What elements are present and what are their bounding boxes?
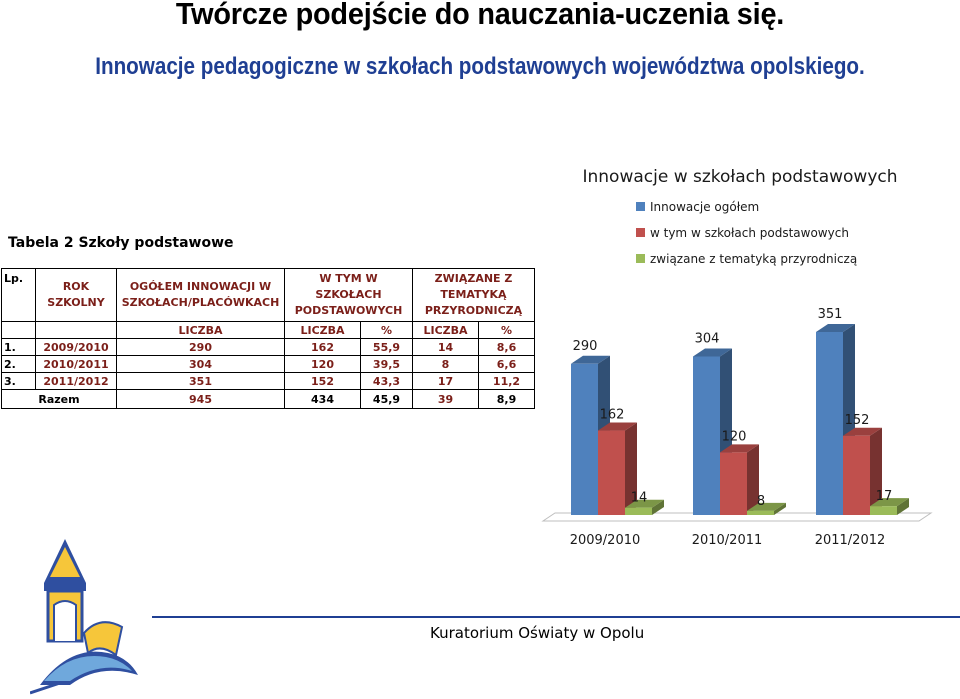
total-nature-pct: 8,9: [478, 389, 535, 409]
bar: [720, 452, 747, 515]
legend-swatch: [636, 202, 645, 211]
legend-label: w tym w szkołach podstawowych: [650, 226, 849, 240]
slide-subtitle: Innowacje pedagogiczne w szkołach podsta…: [95, 53, 865, 80]
table-caption: Tabela 2 Szkoły podstawowe: [8, 235, 234, 251]
table-row: 3. 2011/2012 351 152 43,3 17 11,2: [1, 372, 535, 390]
table-header-row: Lp. ROK SZKOLNY OGÓŁEM INNOWACJI W SZKOŁ…: [1, 268, 535, 322]
total-primary: 434: [284, 389, 361, 409]
header-lp: Lp.: [1, 268, 36, 322]
slide-title: Twórcze podejście do nauczania-uczenia s…: [175, 0, 785, 31]
bar-top: [843, 427, 882, 436]
header-year: ROK SZKOLNY: [35, 268, 117, 322]
bar: [693, 356, 720, 515]
total-label: Razem: [1, 389, 117, 409]
chart-title: Innowacje w szkołach podstawowych: [582, 167, 897, 187]
bar-top: [598, 422, 637, 431]
data-label: 351: [818, 307, 843, 322]
bar-top: [693, 348, 732, 357]
legend-swatch: [636, 254, 645, 263]
legend-label: Innowacje ogółem: [650, 200, 759, 214]
bar: [843, 435, 870, 515]
table-subheader-row: LICZBA LICZBA % LICZBA %: [1, 321, 535, 339]
category-label: 2009/2010: [570, 533, 641, 548]
kuratorium-logo-icon: [30, 539, 138, 695]
bar-top: [870, 498, 909, 507]
data-label: 14: [631, 491, 648, 506]
data-table: Lp. ROK SZKOLNY OGÓŁEM INNOWACJI W SZKOŁ…: [1, 268, 535, 409]
total-primary-pct: 45,9: [360, 389, 413, 409]
row-primary: 152: [284, 372, 361, 390]
bar: [816, 332, 843, 515]
bar-side: [897, 498, 909, 515]
bar: [747, 510, 774, 515]
bar-top: [720, 444, 759, 453]
subheader-count: LICZBA: [412, 321, 479, 339]
bar-top: [816, 324, 855, 332]
data-label: 8: [757, 494, 765, 509]
row-primary-pct: 55,9: [360, 338, 413, 356]
bar: [625, 507, 652, 515]
row-year: 2011/2012: [35, 372, 117, 390]
table-total-row: Razem 945 434 45,9 39 8,9: [1, 389, 535, 409]
data-label: 290: [573, 339, 598, 354]
bar: [598, 430, 625, 515]
header-nature: ZWIĄZANE Z TEMATYKĄ PRZYRODNICZĄ: [412, 268, 535, 322]
bar-side: [747, 444, 759, 515]
category-label: 2011/2012: [815, 533, 886, 548]
data-label: 162: [600, 408, 625, 423]
header-primary: W TYM W SZKOŁACH PODSTAWOWYCH: [284, 268, 413, 322]
data-label: 152: [845, 413, 870, 428]
bar-chart: Innowacje w szkołach podstawowych Innowac…: [541, 167, 933, 548]
data-label: 120: [722, 429, 747, 444]
bar-side: [652, 499, 664, 515]
bar: [870, 506, 897, 515]
bar-side: [774, 502, 786, 515]
row-year: 2010/2011: [35, 355, 117, 373]
row-nature-pct: 8,6: [478, 338, 535, 356]
bar-top: [571, 355, 610, 364]
row-nature: 14: [412, 338, 479, 356]
table-row: 1. 2009/2010 290 162 55,9 14 8,6: [1, 338, 535, 356]
data-label: 17: [876, 489, 893, 504]
header-total: OGÓŁEM INNOWACJI W SZKOŁACH/PLACÓWKACH: [116, 268, 285, 322]
bar-top: [747, 502, 786, 511]
legend-label: związane z tematyką przyrodniczą: [650, 252, 857, 266]
total-all: 945: [116, 389, 285, 409]
category-label: 2010/2011: [692, 533, 763, 548]
legend-swatch: [636, 228, 645, 237]
bar-top: [625, 499, 664, 508]
bar-side: [625, 422, 637, 515]
footer-text: Kuratorium Oświaty w Opolu: [430, 624, 645, 642]
bar-side: [870, 427, 882, 515]
data-label: 304: [695, 332, 720, 347]
footer-divider: [152, 616, 960, 618]
row-year: 2009/2010: [35, 338, 117, 356]
bar: [571, 363, 598, 515]
